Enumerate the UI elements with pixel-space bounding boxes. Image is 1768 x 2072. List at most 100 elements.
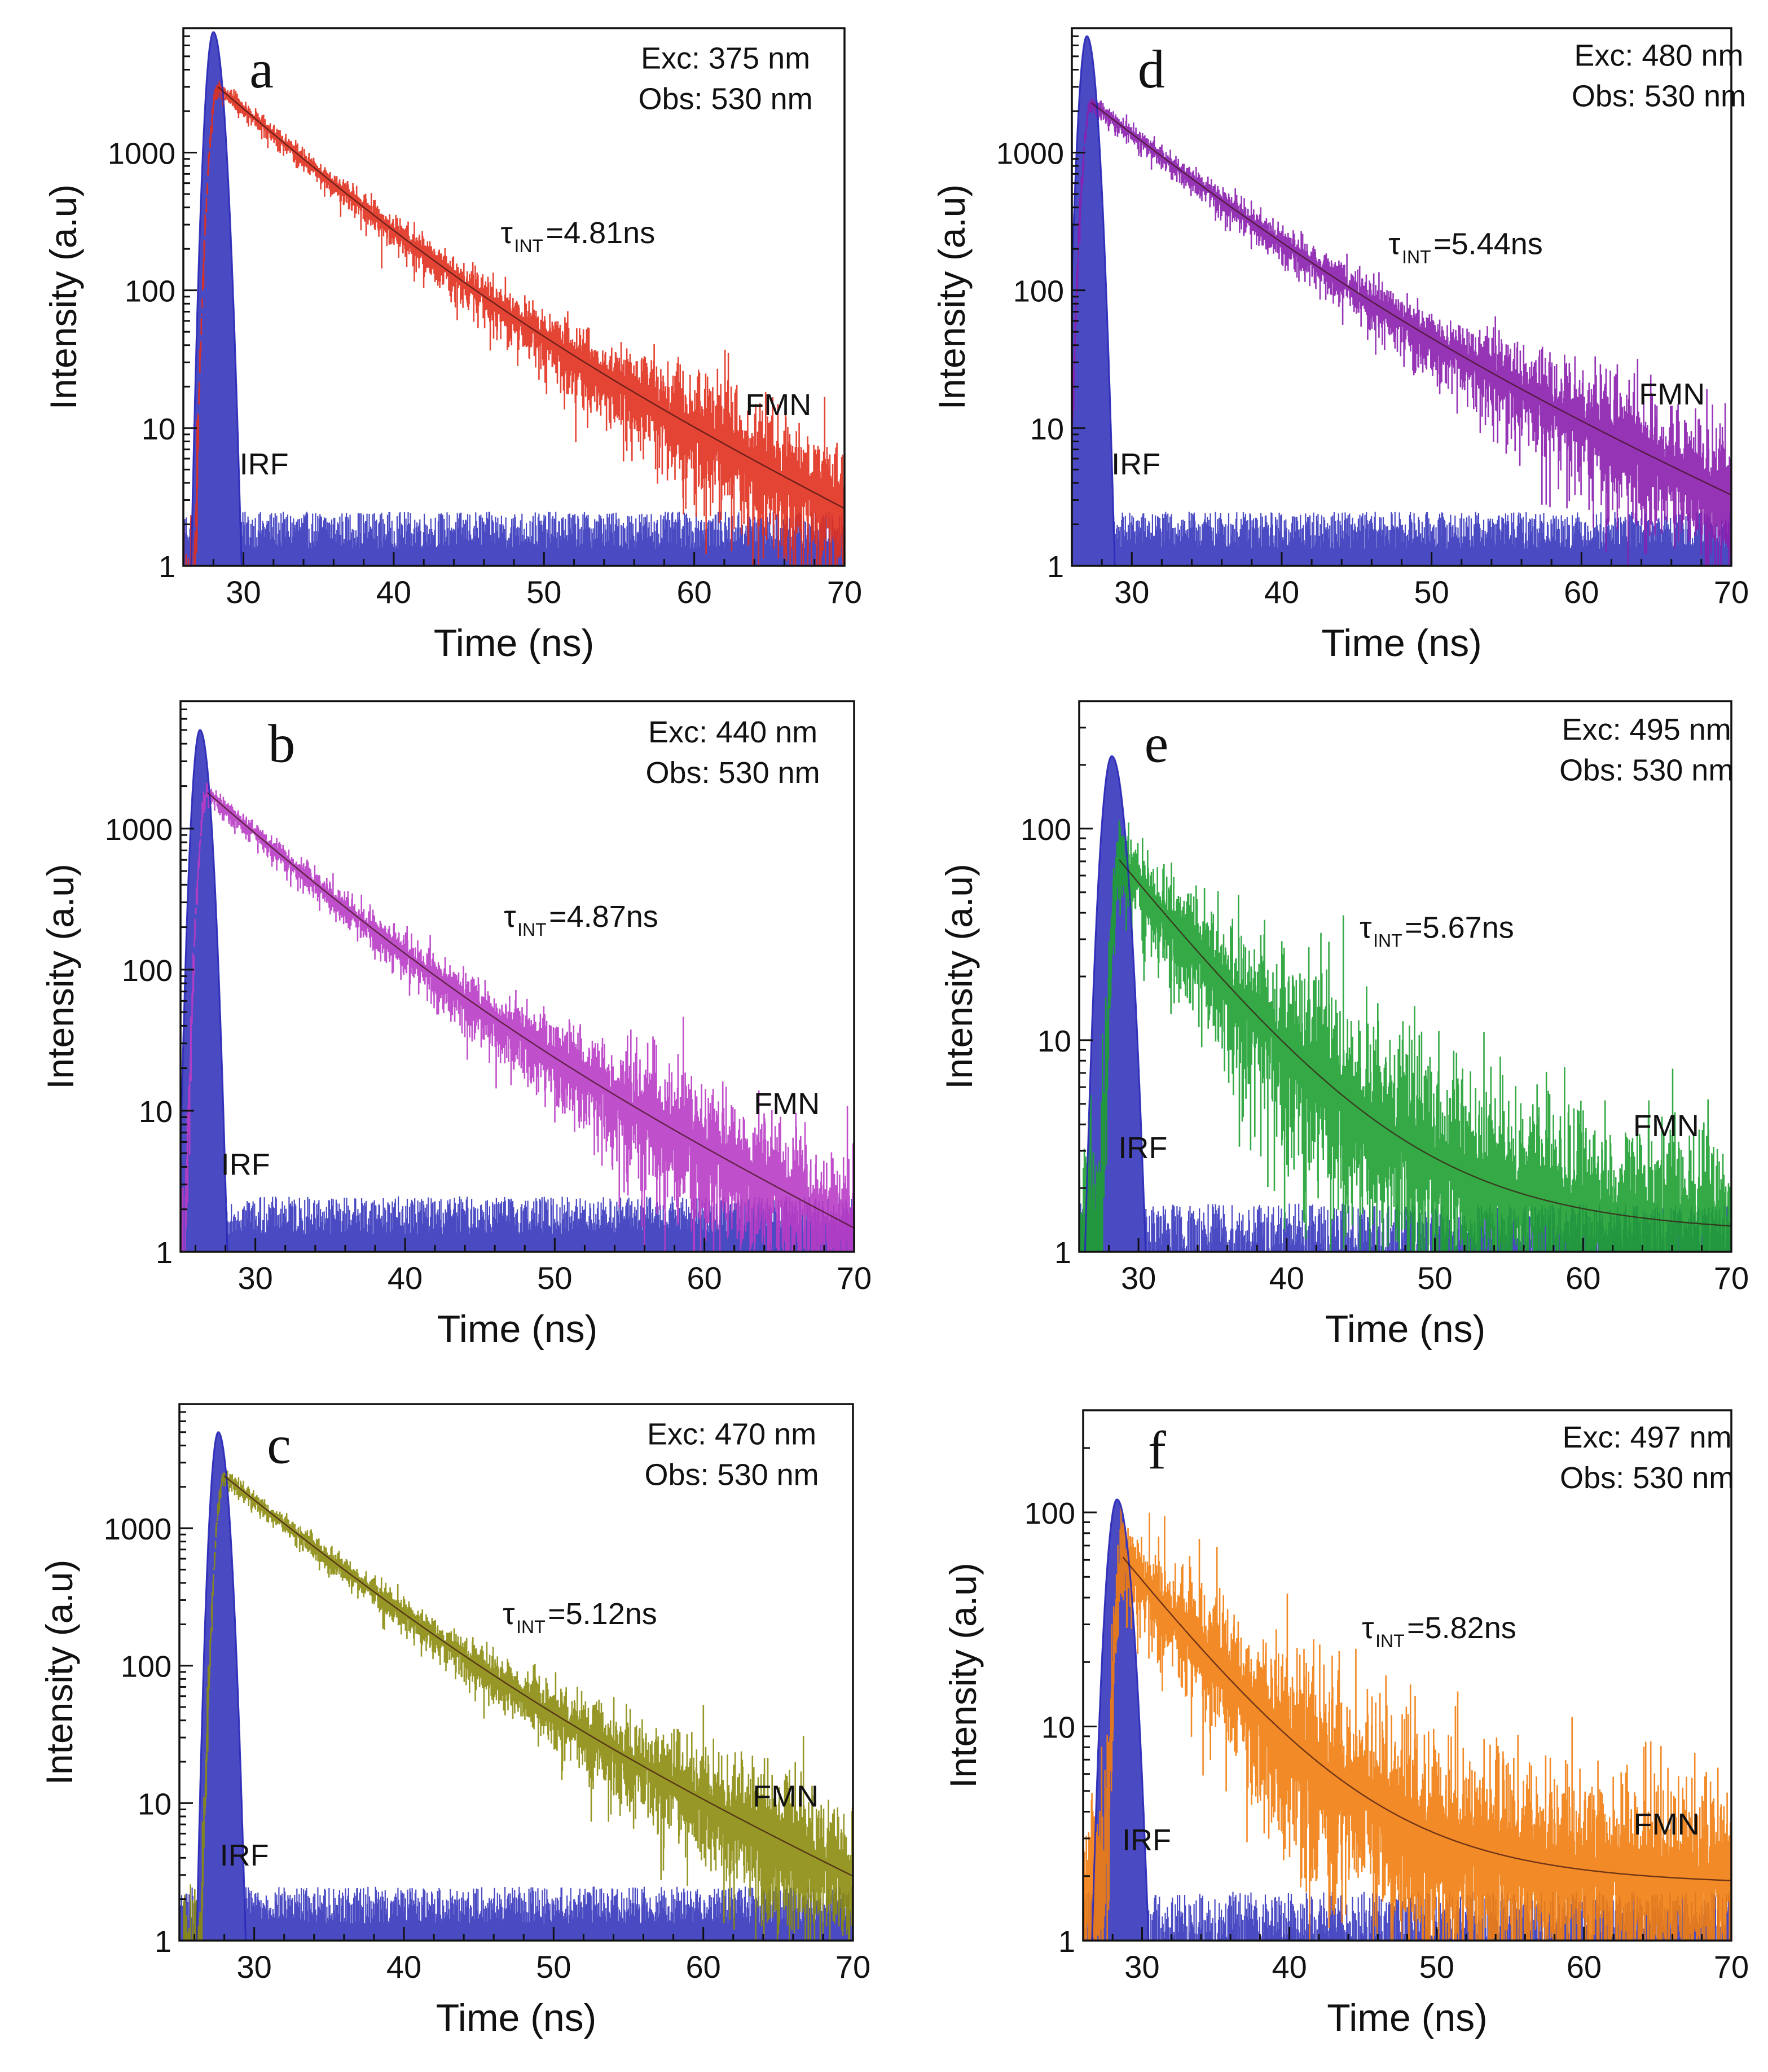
- y-tick-label: 1000: [105, 813, 173, 847]
- y-axis-label: Intensity (a.u): [931, 184, 973, 410]
- observation-label: Obs: 530 nm: [1559, 753, 1734, 787]
- observation-label: Obs: 530 nm: [1560, 1461, 1734, 1495]
- panel-letter: e: [1145, 713, 1169, 773]
- tau-symbol: τ: [1362, 1611, 1374, 1645]
- fmn-data-trace: [183, 81, 845, 566]
- y-tick-label: 10: [139, 1095, 173, 1129]
- fmn-data-trace: [179, 1470, 853, 1941]
- excitation-label: Exc: 495 nm: [1562, 712, 1731, 746]
- panel-letter: d: [1138, 39, 1165, 99]
- irf-label: IRF: [1118, 1131, 1167, 1165]
- excitation-label: Exc: 375 nm: [641, 41, 810, 75]
- fmn-fit-line: [1090, 102, 1731, 496]
- tau-value: =5.82ns: [1407, 1611, 1516, 1645]
- x-tick-label: 70: [1714, 1260, 1749, 1296]
- y-tick-label: 1000: [104, 1512, 171, 1546]
- y-tick-label: 1000: [996, 137, 1064, 171]
- observation-label: Obs: 530 nm: [646, 756, 820, 790]
- y-tick-label: 1: [156, 1236, 173, 1270]
- x-axis-label: Time (ns): [434, 622, 595, 665]
- fmn-fit-line: [1119, 859, 1731, 1227]
- excitation-label: Exc: 470 nm: [647, 1417, 816, 1451]
- x-tick-label: 50: [1417, 1260, 1452, 1296]
- x-tick-label: 40: [388, 1260, 423, 1296]
- irf-peak-line: [1079, 755, 1164, 1252]
- y-tick-label: 10: [138, 1787, 171, 1821]
- x-axis-label: Time (ns): [1325, 1308, 1486, 1350]
- plot-area: [1072, 35, 1731, 566]
- y-tick-label: 100: [121, 1650, 171, 1684]
- x-tick-label: 70: [837, 1260, 872, 1296]
- x-axis-label: Time (ns): [1327, 1996, 1488, 2039]
- panel-letter: c: [267, 1415, 291, 1475]
- x-tick-label: 70: [1714, 574, 1749, 610]
- tau-symbol: τ: [1388, 227, 1400, 261]
- tau-subscript: INT: [514, 236, 544, 256]
- irf-label: IRF: [1111, 447, 1160, 481]
- tau-subscript: INT: [1375, 1631, 1405, 1651]
- fmn-fit-line: [223, 1475, 853, 1877]
- irf-noise-trace: [183, 32, 845, 566]
- x-tick-label: 60: [686, 1949, 721, 1985]
- tau-subscript: INT: [516, 1617, 546, 1637]
- chart-panel-a: 30 40 50 60 70 1 10 100 1000 Time (ns) Intensity (…: [42, 27, 862, 665]
- y-tick-label: 10: [1041, 1711, 1075, 1745]
- x-tick-label: 50: [526, 574, 561, 610]
- x-tick-label: 70: [835, 1949, 870, 1985]
- chart-panel-e: 30 40 50 60 70 1 10 100 Time (ns) Intensity (a.u)…: [938, 700, 1749, 1350]
- y-tick-label: 100: [1013, 275, 1064, 309]
- tau-symbol: τ: [503, 1597, 514, 1631]
- chart-panel-b: 30 40 50 60 70 1 10 100 1000 Time (ns) Intensity (…: [39, 700, 872, 1350]
- excitation-label: Exc: 480 nm: [1574, 39, 1743, 73]
- plot-area: [179, 1431, 853, 1941]
- fmn-label: FMN: [745, 388, 811, 422]
- chart-panel-c: 30 40 50 60 70 1 10 100 1000 Time (ns) Intensity (…: [38, 1403, 870, 2039]
- tau-symbol: τ: [1360, 911, 1371, 945]
- tau-subscript: INT: [1402, 247, 1431, 267]
- y-tick-label: 100: [125, 275, 175, 309]
- x-tick-label: 50: [1419, 1949, 1454, 1985]
- y-axis-label: Intensity (a.u): [942, 1563, 984, 1788]
- y-axis-label: Intensity (a.u): [39, 864, 81, 1089]
- x-tick-label: 30: [238, 1260, 273, 1296]
- tau-value: =4.81ns: [546, 216, 656, 250]
- x-tick-label: 40: [376, 574, 411, 610]
- y-tick-label: 1: [1054, 1236, 1071, 1270]
- tau-value: =5.67ns: [1405, 911, 1514, 945]
- chart-panel-f: 30 40 50 60 70 1 10 100 Time (ns) Intensity (a.u)…: [942, 1409, 1749, 2039]
- tau-value: =5.44ns: [1433, 227, 1543, 261]
- x-tick-label: 30: [237, 1949, 272, 1985]
- fmn-label: FMN: [1634, 1807, 1700, 1841]
- y-tick-label: 100: [1021, 813, 1071, 847]
- fmn-data-trace: [1072, 98, 1731, 566]
- x-tick-label: 30: [1124, 1949, 1159, 1985]
- x-tick-label: 40: [1272, 1949, 1307, 1985]
- x-tick-label: 60: [676, 574, 711, 610]
- y-tick-label: 100: [122, 954, 173, 988]
- y-tick-label: 1: [155, 1925, 171, 1959]
- x-axis-label: Time (ns): [1321, 622, 1482, 665]
- fmn-data-trace: [181, 783, 854, 1252]
- x-tick-label: 30: [1114, 574, 1149, 610]
- irf-label: IRF: [221, 1147, 270, 1181]
- x-tick-label: 40: [1269, 1260, 1304, 1296]
- fmn-label: FMN: [754, 1087, 820, 1121]
- irf-peak-line: [1083, 1498, 1169, 1941]
- x-tick-label: 60: [1564, 574, 1599, 610]
- irf-peak-line: [1072, 35, 1140, 566]
- panel-letter: b: [268, 713, 295, 773]
- y-axis-label: Intensity (a.u): [38, 1560, 80, 1785]
- tau-value: =4.87ns: [549, 900, 658, 934]
- x-tick-label: 50: [536, 1949, 571, 1985]
- y-tick-label: 10: [1030, 412, 1064, 446]
- irf-label: IRF: [240, 447, 289, 481]
- y-tick-label: 10: [1037, 1024, 1071, 1058]
- fmn-data-trace: [1079, 820, 1731, 1252]
- plot-area: [183, 31, 845, 566]
- tau-symbol: τ: [504, 900, 516, 934]
- x-tick-label: 60: [1567, 1949, 1602, 1985]
- plot-area: [1079, 755, 1731, 1252]
- x-tick-label: 30: [226, 574, 261, 610]
- excitation-label: Exc: 440 nm: [648, 715, 817, 749]
